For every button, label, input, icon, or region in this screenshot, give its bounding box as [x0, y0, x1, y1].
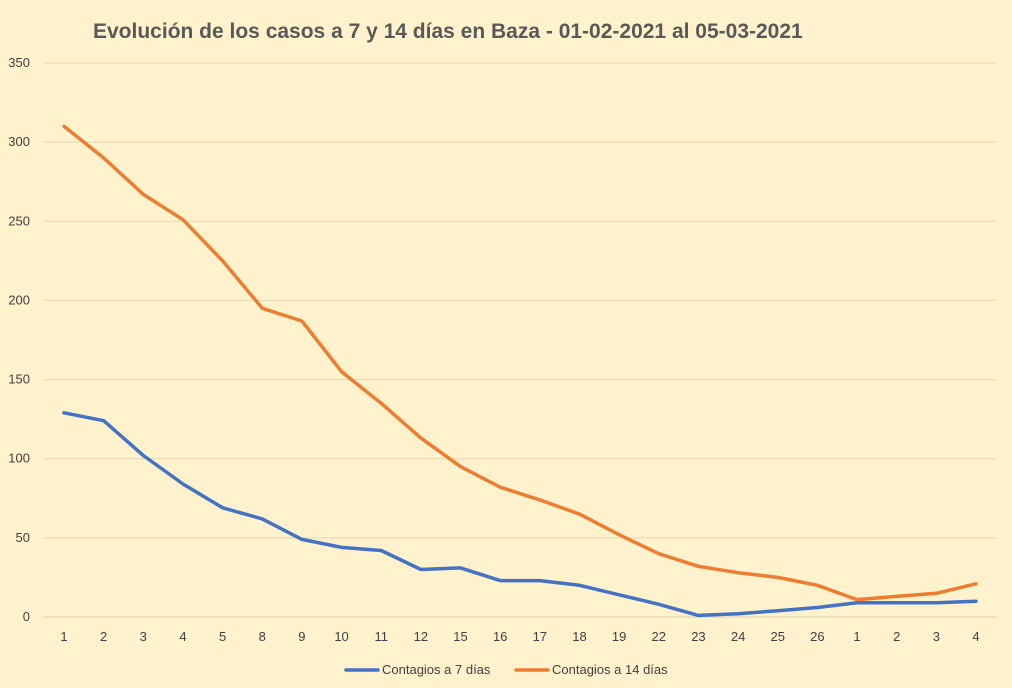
x-tick-label: 3: [933, 629, 940, 644]
x-tick-label: 26: [810, 629, 824, 644]
x-tick-label: 11: [374, 629, 388, 644]
y-tick-label: 350: [8, 55, 30, 70]
y-tick-label: 200: [8, 292, 30, 307]
y-tick-label: 50: [16, 530, 30, 545]
y-tick-label: 100: [8, 451, 30, 466]
series-line-1: [62, 124, 978, 602]
x-tick-label: 25: [771, 629, 785, 644]
y-tick-label: 250: [8, 213, 30, 228]
x-tick-label: 22: [652, 629, 666, 644]
y-tick-label: 300: [8, 134, 30, 149]
chart-title: Evolución de los casos a 7 y 14 días en …: [93, 20, 803, 43]
y-axis-ticks: 0 50 100 150 200 250 300 350: [8, 55, 30, 624]
x-tick-label: 2: [100, 629, 107, 644]
x-tick-label: 15: [453, 629, 467, 644]
x-tick-label: 1: [853, 629, 860, 644]
series-line-0: [62, 411, 978, 618]
x-tick-label: 4: [972, 629, 979, 644]
x-axis-ticks: 1 2 3 4 5 8 9 10 11 12 15 16 17 18 19 22 23 24 25 26 1 2 3 4: [60, 629, 979, 644]
x-tick-label: 10: [334, 629, 348, 644]
x-tick-label: 5: [219, 629, 226, 644]
legend: Contagios a 7 días Contagios a 14 días: [344, 662, 668, 677]
x-tick-label: 2: [893, 629, 900, 644]
x-tick-label: 17: [533, 629, 547, 644]
x-tick-label: 24: [731, 629, 745, 644]
gridlines: [44, 62, 996, 618]
x-tick-label: 8: [259, 629, 266, 644]
x-tick-label: 12: [414, 629, 428, 644]
x-tick-label: 9: [298, 629, 305, 644]
x-tick-label: 16: [493, 629, 507, 644]
x-tick-label: 3: [140, 629, 147, 644]
x-tick-label: 1: [60, 629, 67, 644]
x-tick-label: 18: [572, 629, 586, 644]
legend-label: Contagios a 14 días: [552, 662, 668, 677]
series-lines: [62, 124, 978, 618]
x-tick-label: 23: [691, 629, 705, 644]
legend-label: Contagios a 7 días: [382, 662, 491, 677]
y-tick-label: 150: [8, 372, 30, 387]
y-tick-label: 0: [23, 609, 30, 624]
x-tick-label: 4: [179, 629, 186, 644]
x-tick-label: 19: [612, 629, 626, 644]
